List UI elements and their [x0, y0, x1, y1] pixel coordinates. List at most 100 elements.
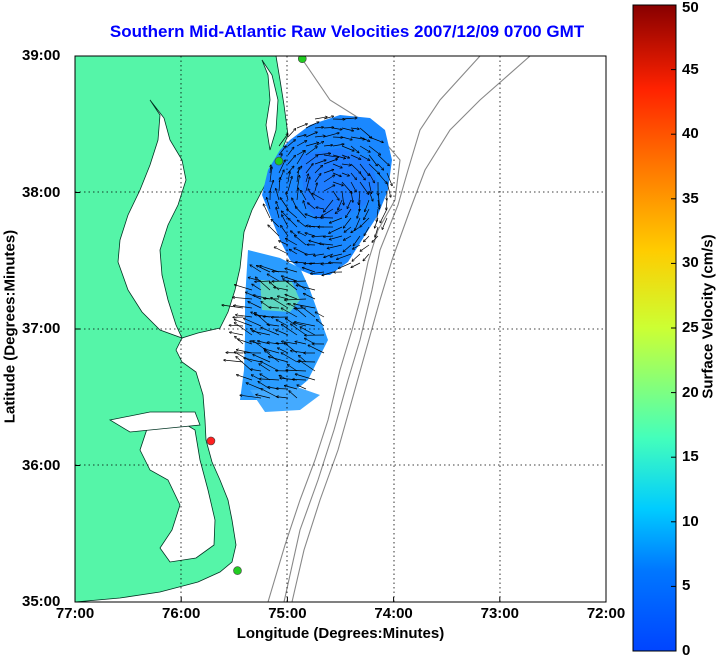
velocity-arrow: [271, 219, 280, 228]
velocity-arrow: [256, 395, 271, 399]
velocity-arrow: [281, 353, 298, 363]
velocity-arrow: [353, 244, 361, 249]
velocity-arrow: [295, 342, 307, 345]
velocity-arrow: [368, 190, 373, 201]
velocity-arrow: [256, 266, 271, 273]
velocity-arrow: [300, 327, 316, 336]
velocity-arrow: [332, 127, 342, 130]
velocity-arrow: [296, 135, 306, 138]
velocity-arrow: [287, 365, 298, 372]
velocity-arrow: [296, 308, 307, 318]
y-tick-label: 36:00: [22, 456, 61, 474]
velocity-arrow: [267, 274, 280, 282]
velocity-arrow: [278, 160, 285, 174]
velocity-arrow: [236, 350, 253, 354]
delaware-bay: [261, 59, 279, 151]
velocity-arrow: [368, 145, 381, 155]
velocity-arrow: [329, 235, 343, 240]
velocity-arrow: [380, 208, 388, 223]
velocity-arrow: [269, 180, 273, 192]
velocity-arrow: [350, 163, 361, 173]
velocity-arrow: [269, 307, 280, 308]
velocity-arrow: [299, 360, 316, 372]
velocity-arrow: [244, 358, 262, 363]
velocity-arrow: [287, 176, 292, 192]
velocity-arrow: [332, 137, 343, 138]
velocity-arrow: [291, 324, 307, 336]
velocity-arrow: [236, 375, 253, 381]
velocity-arrow: [287, 147, 294, 156]
velocity-arrow: [343, 217, 352, 228]
radar-station-marker: [274, 156, 284, 166]
velocity-arrow: [281, 341, 298, 345]
velocity-arrow: [305, 132, 317, 138]
velocity-arrow: [320, 218, 334, 219]
velocity-arrow: [269, 282, 280, 291]
velocity-arrow: [296, 285, 316, 291]
velocity-arrow: [298, 232, 307, 237]
velocity-arrow: [359, 145, 370, 152]
velocity-arrow: [260, 266, 280, 273]
velocity-arrow: [312, 236, 325, 237]
velocity-arrow: [264, 349, 280, 354]
velocity-arrow: [355, 217, 361, 231]
velocity-arrow: [296, 124, 308, 129]
y-tick-label: 37:00: [22, 320, 61, 337]
velocity-arrow: [261, 327, 280, 336]
velocity-arrow: [359, 199, 360, 211]
velocity-arrow: [364, 208, 370, 220]
velocity-arrow: [314, 136, 325, 137]
velocity-arrow: [222, 305, 244, 309]
velocity-arrow: [360, 244, 370, 251]
velocity-arrow: [323, 127, 334, 128]
velocity-arrow: [332, 172, 341, 177]
velocity-arrow: [276, 207, 280, 219]
velocity-arrow: [252, 331, 271, 336]
colorbar-tick-label: 0: [682, 642, 691, 659]
velocity-arrow: [305, 155, 318, 165]
velocity-arrow: [323, 154, 339, 157]
velocity-arrow: [310, 271, 325, 274]
velocity-arrow: [243, 318, 262, 327]
velocity-arrow: [329, 226, 343, 233]
velocity-arrow: [250, 369, 262, 372]
velocity-arrow: [255, 277, 271, 291]
velocity-arrow: [359, 136, 370, 141]
radar-station-marker: [297, 56, 307, 64]
velocity-arrow: [314, 173, 321, 183]
velocity-arrow: [287, 140, 296, 147]
x-tick-label: 75:00: [268, 605, 307, 622]
velocity-arrow: [344, 226, 352, 232]
velocity-arrow: [386, 172, 392, 186]
velocity-arrow: [330, 253, 343, 257]
velocity-arrow: [303, 201, 307, 210]
velocity-arrow: [332, 181, 343, 186]
velocity-arrow: [341, 190, 344, 205]
velocity-arrow: [332, 190, 339, 200]
velocity-arrow: [353, 235, 361, 246]
velocity-arrow: [341, 172, 350, 176]
velocity-arrow: [235, 315, 253, 318]
velocity-arrow: [332, 163, 342, 168]
velocity-arrow: [305, 143, 319, 147]
velocity-arrow: [323, 236, 334, 237]
velocity-arrow: [375, 226, 379, 237]
velocity-arrow: [364, 226, 370, 236]
velocity-arrow: [233, 297, 253, 300]
velocity-arrow: [305, 122, 319, 129]
colorbar-label: Surface Velocity (cm/s): [699, 234, 717, 399]
velocity-arrow: [323, 145, 333, 146]
colorbar-tick-label: 5: [682, 577, 691, 595]
velocity-arrow: [286, 370, 307, 371]
velocity-arrow: [281, 211, 289, 219]
velocity-arrow: [323, 170, 334, 174]
velocity-arrow: [338, 262, 352, 269]
velocity-arrow: [314, 117, 327, 120]
velocity-arrow: [282, 215, 289, 228]
velocity-arrow: [276, 397, 289, 399]
velocity-arrow: [281, 308, 298, 318]
velocity-arrow: [267, 197, 271, 210]
velocity-arrow: [284, 299, 307, 300]
velocity-arrow: [308, 203, 316, 210]
